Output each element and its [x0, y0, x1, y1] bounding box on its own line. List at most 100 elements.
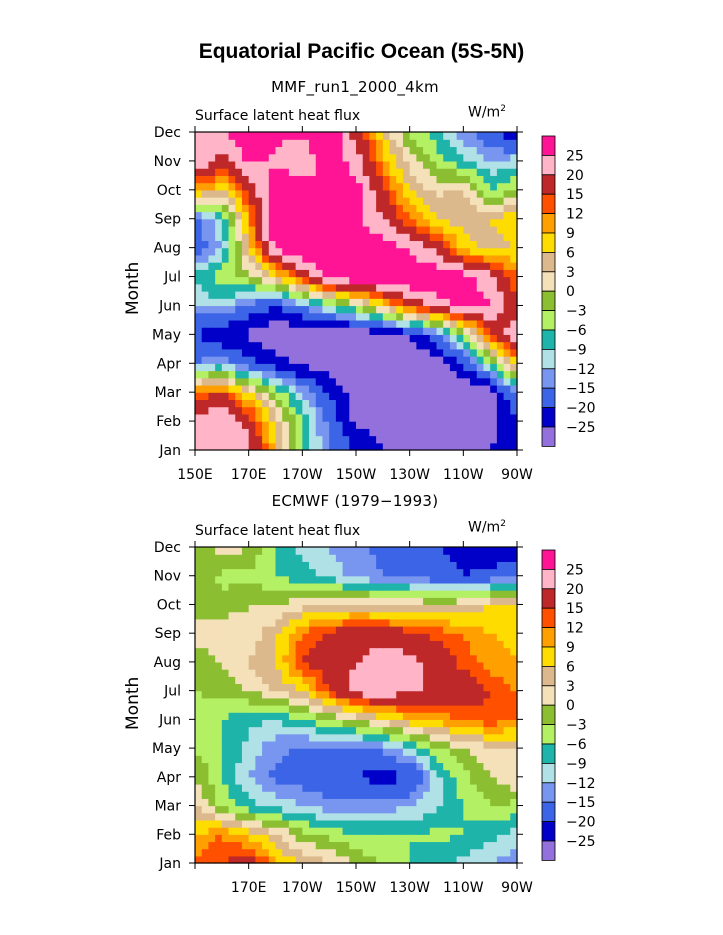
x-tick-label: 150E: [177, 467, 213, 483]
heatmap-cell: [456, 683, 464, 692]
heatmap-cell: [235, 812, 243, 821]
heatmap-cell: [402, 204, 411, 213]
heatmap-cell: [376, 633, 384, 641]
heatmap-cell: [402, 784, 411, 792]
heatmap-cell: [470, 377, 478, 386]
heatmap-cell: [335, 740, 344, 749]
heatmap-cell: [423, 762, 431, 771]
heatmap-cell: [382, 139, 391, 148]
heatmap-cell: [436, 855, 444, 864]
heatmap-cell: [356, 712, 364, 720]
heatmap-cell: [409, 561, 417, 570]
heatmap-cell: [221, 291, 230, 299]
heatmap-cell: [356, 683, 364, 692]
heatmap-cell: [329, 755, 337, 764]
heatmap-cell: [195, 805, 203, 814]
heatmap-cell: [356, 690, 364, 699]
heatmap-cell: [335, 283, 344, 292]
heatmap-cell: [282, 305, 290, 314]
heatmap-cell: [295, 291, 303, 299]
heatmap-cell: [235, 568, 243, 577]
heatmap-cell: [309, 604, 317, 613]
heatmap-cell: [483, 683, 491, 692]
heatmap-cell: [496, 748, 505, 756]
heatmap-cell: [215, 428, 223, 437]
heatmap-cell: [195, 611, 203, 620]
heatmap-cell: [490, 189, 498, 198]
heatmap-cell: [423, 582, 431, 591]
heatmap-cell: [322, 755, 330, 764]
heatmap-cell: [228, 633, 236, 641]
heatmap-cell: [463, 348, 471, 357]
heatmap-cell: [490, 233, 498, 242]
heatmap-cell: [470, 705, 478, 713]
heatmap-cell: [436, 834, 444, 843]
heatmap-cell: [396, 146, 404, 155]
heatmap-cell: [416, 626, 424, 634]
heatmap-cell: [483, 225, 491, 234]
heatmap-cell: [201, 547, 210, 555]
heatmap-cell: [429, 421, 438, 429]
heatmap-cell: [382, 791, 391, 799]
heatmap-cell: [208, 690, 216, 699]
heatmap-cell: [228, 776, 236, 785]
heatmap-cell: [436, 755, 444, 764]
heatmap-cell: [503, 262, 511, 270]
heatmap-cell: [463, 139, 471, 148]
heatmap-cell: [490, 269, 498, 278]
heatmap-cell: [195, 348, 203, 357]
heatmap-cell: [423, 276, 431, 285]
heatmap-cell: [255, 384, 263, 393]
heatmap-cell: [456, 247, 464, 256]
heatmap-cell: [221, 305, 230, 314]
heatmap-cell: [402, 661, 411, 670]
heatmap-cell: [235, 791, 243, 799]
heatmap-cell: [483, 327, 491, 335]
heatmap-cell: [376, 132, 384, 140]
heatmap-cell: [268, 683, 277, 692]
heatmap-cell: [349, 841, 357, 850]
heatmap-cell: [389, 819, 397, 828]
heatmap-cell: [503, 633, 511, 641]
heatmap-cell: [463, 211, 471, 220]
heatmap-cell: [362, 582, 371, 591]
heatmap-cell: [436, 719, 444, 728]
heatmap-cell: [483, 640, 491, 649]
heatmap-cell: [389, 442, 397, 451]
heatmap-cell: [490, 690, 498, 699]
heatmap-cell: [449, 262, 458, 270]
heatmap-cell: [335, 618, 344, 627]
heatmap-cell: [262, 240, 270, 249]
heatmap-cell: [389, 406, 397, 415]
heatmap-cell: [409, 690, 417, 699]
heatmap-cell: [362, 712, 371, 720]
heatmap-cell: [228, 233, 236, 242]
heatmap-cell: [463, 363, 471, 372]
heatmap-cell: [235, 690, 243, 699]
heatmap-cell: [362, 160, 371, 169]
heatmap-cell: [423, 305, 431, 314]
legend-label: 9: [566, 226, 575, 242]
heatmap-cell: [356, 218, 364, 227]
heatmap-cell: [382, 640, 391, 649]
heatmap-cell: [503, 175, 511, 184]
heatmap-cell: [443, 384, 451, 393]
heatmap-cell: [322, 153, 330, 162]
heatmap-cell: [456, 755, 464, 764]
panel1-units-sup: 2: [500, 104, 506, 114]
heatmap-cell: [288, 568, 297, 577]
heatmap-cell: [309, 254, 317, 263]
heatmap-cell: [255, 805, 263, 814]
heatmap-cell: [490, 298, 498, 307]
heatmap-cell: [470, 146, 478, 155]
heatmap-cell: [490, 225, 498, 234]
heatmap-cell: [436, 218, 444, 227]
heatmap-cell: [262, 618, 270, 627]
heatmap-cell: [409, 298, 417, 307]
heatmap-cell: [376, 305, 384, 314]
heatmap-cell: [262, 798, 270, 807]
heatmap-cell: [228, 719, 236, 728]
heatmap-cell: [302, 168, 310, 176]
heatmap-cell: [510, 413, 518, 422]
heatmap-cell: [503, 554, 511, 562]
